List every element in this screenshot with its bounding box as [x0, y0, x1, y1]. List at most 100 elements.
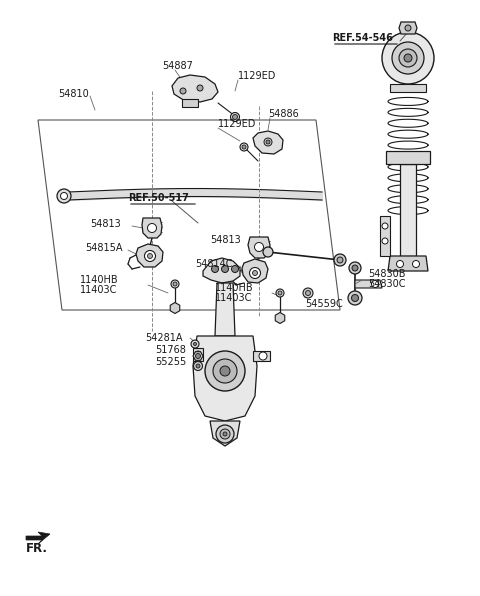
Circle shape	[250, 268, 261, 278]
Polygon shape	[388, 256, 428, 271]
Text: 54814C: 54814C	[195, 259, 232, 269]
Text: 1129ED: 1129ED	[238, 71, 276, 81]
Polygon shape	[253, 351, 270, 361]
Polygon shape	[253, 131, 283, 154]
Circle shape	[173, 282, 177, 286]
Text: REF.54-546: REF.54-546	[332, 33, 393, 43]
Circle shape	[212, 265, 218, 272]
Polygon shape	[170, 303, 180, 313]
Circle shape	[213, 359, 237, 383]
Circle shape	[197, 85, 203, 91]
Text: 55255: 55255	[155, 357, 186, 367]
Polygon shape	[203, 258, 240, 283]
Polygon shape	[380, 216, 390, 256]
Circle shape	[230, 113, 240, 122]
Circle shape	[252, 271, 257, 275]
Polygon shape	[182, 99, 198, 107]
Circle shape	[231, 265, 239, 272]
Text: 54886: 54886	[268, 109, 299, 119]
Polygon shape	[193, 348, 203, 361]
Circle shape	[263, 247, 273, 257]
Polygon shape	[172, 75, 218, 102]
Circle shape	[278, 291, 282, 295]
Circle shape	[352, 265, 358, 271]
Text: 1140HB: 1140HB	[215, 283, 253, 293]
Circle shape	[303, 288, 313, 298]
Circle shape	[266, 140, 270, 144]
Polygon shape	[242, 259, 268, 283]
Text: 54830B: 54830B	[368, 269, 406, 279]
Circle shape	[382, 32, 434, 84]
Circle shape	[171, 280, 179, 288]
Circle shape	[240, 143, 248, 151]
Circle shape	[147, 253, 153, 259]
Circle shape	[396, 260, 404, 268]
Circle shape	[191, 340, 199, 348]
Circle shape	[382, 238, 388, 244]
Polygon shape	[26, 532, 50, 544]
Circle shape	[382, 223, 388, 229]
Circle shape	[392, 42, 424, 74]
Circle shape	[405, 25, 411, 31]
Circle shape	[259, 352, 267, 360]
Text: 51768: 51768	[155, 345, 186, 355]
Text: FR.: FR.	[26, 542, 48, 554]
Circle shape	[348, 291, 362, 305]
Circle shape	[220, 366, 230, 376]
Circle shape	[60, 193, 68, 200]
Circle shape	[193, 343, 196, 346]
Circle shape	[351, 294, 359, 302]
Text: 54559C: 54559C	[305, 299, 343, 309]
Circle shape	[223, 432, 227, 436]
Circle shape	[232, 114, 238, 120]
Text: 11403C: 11403C	[215, 293, 252, 303]
Text: 1129ED: 1129ED	[218, 119, 256, 129]
Circle shape	[242, 145, 246, 149]
Circle shape	[205, 351, 245, 391]
Circle shape	[404, 54, 412, 62]
Polygon shape	[193, 352, 203, 361]
Text: 54830C: 54830C	[368, 279, 406, 289]
Polygon shape	[399, 22, 417, 34]
Polygon shape	[142, 218, 162, 238]
Text: 1140HB: 1140HB	[80, 275, 119, 285]
Polygon shape	[193, 336, 257, 421]
Polygon shape	[390, 84, 426, 92]
Text: 54813: 54813	[90, 219, 121, 229]
Polygon shape	[275, 312, 285, 324]
Circle shape	[334, 254, 346, 266]
Text: 54810: 54810	[58, 89, 89, 99]
Polygon shape	[355, 280, 382, 288]
Circle shape	[264, 138, 272, 146]
Text: 54813: 54813	[210, 235, 241, 245]
Text: 54815A: 54815A	[85, 243, 122, 253]
Circle shape	[254, 243, 264, 252]
Polygon shape	[210, 421, 240, 446]
Polygon shape	[400, 164, 416, 256]
Circle shape	[399, 49, 417, 67]
Polygon shape	[386, 151, 430, 164]
Circle shape	[147, 224, 156, 232]
Circle shape	[412, 260, 420, 268]
Polygon shape	[215, 283, 235, 336]
Circle shape	[180, 88, 186, 94]
Circle shape	[349, 262, 361, 274]
Circle shape	[57, 189, 71, 203]
Polygon shape	[38, 120, 340, 310]
Circle shape	[216, 425, 234, 443]
Circle shape	[337, 257, 343, 263]
Polygon shape	[136, 244, 163, 267]
Polygon shape	[248, 237, 270, 258]
Circle shape	[196, 364, 200, 368]
Circle shape	[276, 289, 284, 297]
Circle shape	[193, 362, 203, 371]
Circle shape	[220, 429, 230, 439]
Circle shape	[221, 265, 228, 272]
Circle shape	[144, 250, 156, 262]
Circle shape	[195, 351, 201, 357]
Text: 11403C: 11403C	[80, 285, 118, 295]
Circle shape	[372, 281, 379, 287]
Circle shape	[195, 353, 201, 359]
Text: 54887: 54887	[162, 61, 193, 71]
Text: 54281A: 54281A	[145, 333, 182, 343]
